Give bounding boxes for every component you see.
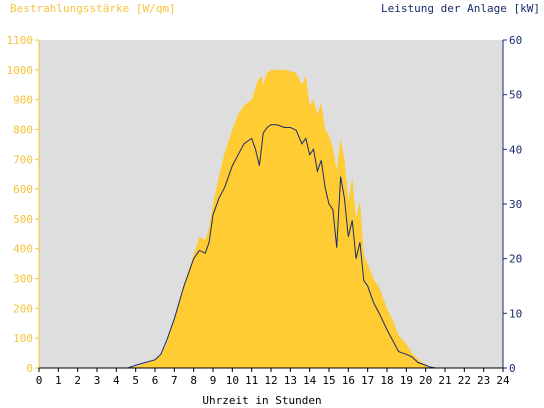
power-line [39, 124, 503, 369]
left-tick-label: 0 [26, 362, 33, 375]
x-tick-label: 11 [245, 374, 258, 387]
right-axis-ticks: 0 10 20 30 40 50 60 [503, 34, 522, 375]
x-tick-label: 1 [55, 374, 62, 387]
left-tick-label: 200 [13, 302, 33, 315]
right-tick-label: 50 [509, 89, 522, 102]
x-tick-label: 16 [342, 374, 355, 387]
left-tick-label: 600 [13, 183, 33, 196]
left-tick-label: 900 [13, 94, 33, 107]
x-tick-label: 9 [210, 374, 217, 387]
chart-title-left: Bestrahlungsstärke [W/qm] [10, 2, 176, 15]
x-tick-label: 18 [380, 374, 393, 387]
chart-title-right: Leistung der Anlage [kW] [381, 2, 540, 15]
left-tick-label: 100 [13, 332, 33, 345]
x-tick-label: 14 [303, 374, 317, 387]
right-tick-label: 30 [509, 198, 522, 211]
x-tick-label: 24 [496, 374, 510, 387]
right-tick-label: 20 [509, 253, 522, 266]
x-tick-label: 17 [361, 374, 374, 387]
x-tick-label: 23 [477, 374, 490, 387]
left-tick-label: 1100 [7, 34, 34, 47]
right-tick-label: 60 [509, 34, 522, 47]
x-axis-ticks: 0 1 2 3 4 5 6 7 8 9 10 11 12 13 14 15 16 17 18 19 20 21 22 23 24 [36, 368, 510, 387]
left-tick-label: 700 [13, 153, 33, 166]
x-tick-label: 19 [400, 374, 413, 387]
left-tick-label: 300 [13, 273, 33, 286]
right-tick-label: 40 [509, 143, 522, 156]
left-tick-label: 400 [13, 243, 33, 256]
right-tick-label: 10 [509, 307, 522, 320]
x-tick-label: 4 [113, 374, 120, 387]
x-axis-label: Uhrzeit in Stunden [202, 394, 321, 407]
x-tick-label: 8 [190, 374, 197, 387]
x-tick-label: 13 [284, 374, 297, 387]
left-tick-label: 800 [13, 123, 33, 136]
left-tick-label: 500 [13, 213, 33, 226]
right-tick-label: 0 [509, 362, 516, 375]
x-tick-label: 2 [74, 374, 81, 387]
x-tick-label: 0 [36, 374, 43, 387]
x-tick-label: 22 [458, 374, 471, 387]
x-tick-label: 3 [94, 374, 101, 387]
x-tick-label: 12 [264, 374, 277, 387]
x-tick-label: 20 [419, 374, 432, 387]
x-tick-label: 6 [152, 374, 159, 387]
x-tick-label: 21 [438, 374, 451, 387]
irradiance-area [39, 69, 503, 368]
left-tick-label: 1000 [7, 64, 34, 77]
x-tick-label: 5 [132, 374, 139, 387]
left-axis-ticks: 0 100 200 300 400 500 600 700 800 900 1000 1100 [7, 34, 39, 375]
x-tick-label: 10 [226, 374, 239, 387]
x-tick-label: 7 [171, 374, 178, 387]
x-tick-label: 15 [322, 374, 335, 387]
